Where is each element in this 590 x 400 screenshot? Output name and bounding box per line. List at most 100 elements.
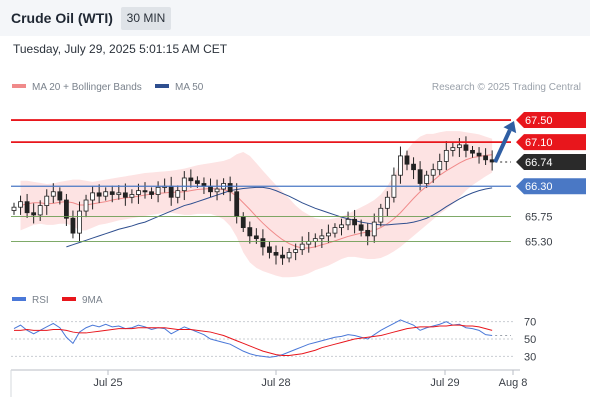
candle-body-down: [122, 192, 128, 198]
x-tick-label: Jul 28: [261, 377, 290, 389]
candle: [371, 213, 377, 243]
candle: [181, 171, 187, 201]
candle: [149, 187, 154, 199]
candle: [398, 146, 403, 184]
legend-9ma-swatch: [62, 297, 76, 301]
level-badge-pivot: [516, 178, 586, 195]
candle-body-up: [103, 191, 109, 197]
candle: [411, 157, 416, 180]
candle-body-up: [332, 227, 338, 234]
candle: [430, 163, 436, 183]
candle: [155, 181, 161, 203]
instrument-title: Crude Oil (WTI): [11, 10, 113, 26]
candle: [463, 136, 469, 158]
rsi-legend: RSI 9MA: [12, 295, 103, 306]
candle-body-down: [188, 177, 194, 182]
candle-body-up: [37, 205, 43, 216]
candle: [57, 187, 63, 205]
candle: [443, 141, 449, 170]
candle: [260, 229, 266, 256]
candle-body-down: [417, 169, 423, 184]
candle: [339, 218, 344, 236]
candle: [77, 201, 82, 242]
candle-body-up: [129, 194, 135, 198]
candle: [122, 183, 128, 206]
candle: [424, 170, 430, 188]
candle: [188, 169, 194, 188]
candle-body-down: [411, 163, 416, 171]
candle: [483, 148, 489, 166]
candle-body-down: [194, 180, 200, 184]
candle: [214, 179, 220, 201]
candle: [293, 243, 299, 261]
level-label-support: 65.30: [525, 236, 553, 248]
candle-body-up: [90, 192, 95, 201]
candle: [378, 203, 384, 227]
candle-body-down: [24, 201, 30, 214]
candle-body-up: [325, 232, 331, 237]
price-legend: MA 20 + Bollinger Bands MA 50 Research ©…: [12, 82, 581, 93]
candle-body-down: [358, 224, 364, 231]
legend-ma20-swatch: [12, 84, 26, 88]
projection-arrow-shaft: [493, 129, 512, 163]
candle-body-down: [476, 152, 482, 157]
candle: [83, 194, 89, 218]
candle: [116, 185, 122, 200]
candle: [384, 191, 390, 217]
candle-body-down: [227, 183, 233, 193]
candle-body-up: [83, 199, 89, 212]
candle: [325, 224, 331, 243]
candle: [129, 189, 135, 204]
candle-body-up: [371, 221, 377, 237]
candle: [352, 209, 358, 234]
rsi-tick-label: 30: [524, 351, 536, 363]
candle: [90, 185, 95, 210]
candle: [470, 145, 475, 158]
candle: [267, 241, 272, 259]
candle-body-down: [365, 229, 371, 237]
level-label-resistance: 67.50: [525, 115, 553, 127]
candle: [24, 193, 30, 218]
rsi-plot-area: 70 50 30: [11, 317, 536, 363]
candle-body-up: [443, 149, 449, 162]
candle-body-up: [18, 201, 23, 208]
candle-body-down: [260, 238, 266, 248]
ma50-line: [66, 186, 493, 248]
candle-body-up: [378, 207, 384, 223]
candle: [437, 153, 443, 175]
candle-body-down: [470, 149, 475, 154]
level-label-current: 66.74: [525, 157, 553, 169]
candle: [345, 211, 351, 231]
candle: [37, 200, 43, 221]
x-tick-label: Jul 25: [93, 377, 122, 389]
candle: [44, 189, 50, 215]
candle-body-up: [456, 144, 462, 149]
candle-body-down: [253, 235, 259, 240]
candle-body-down: [109, 191, 115, 195]
candle: [103, 187, 109, 201]
candle: [109, 185, 115, 203]
legend-ma20-label: MA 20 + Bollinger Bands: [32, 82, 142, 93]
level-label-resistance: 67.10: [525, 137, 553, 149]
candle-body-down: [64, 199, 69, 219]
candle: [96, 184, 102, 204]
candle-body-down: [234, 191, 240, 217]
candle-body-down: [208, 185, 213, 193]
candle: [142, 182, 148, 199]
candle: [280, 246, 285, 265]
candle-body-down: [483, 155, 489, 161]
candle-body-up: [44, 195, 50, 206]
candle-body-down: [142, 190, 148, 193]
candle-body-up: [286, 252, 292, 259]
rsi-line: [13, 319, 493, 358]
candle-body-up: [214, 188, 220, 193]
candle-body-down: [31, 212, 37, 216]
timeframe-badge[interactable]: 30 MIN: [121, 7, 171, 30]
candle-body-down: [240, 216, 246, 229]
candle-body-up: [384, 196, 390, 209]
level-badge-current: [516, 153, 586, 170]
candle-body-up: [175, 190, 181, 198]
legend-ma50-label: MA 50: [175, 82, 204, 93]
candle: [299, 236, 305, 255]
